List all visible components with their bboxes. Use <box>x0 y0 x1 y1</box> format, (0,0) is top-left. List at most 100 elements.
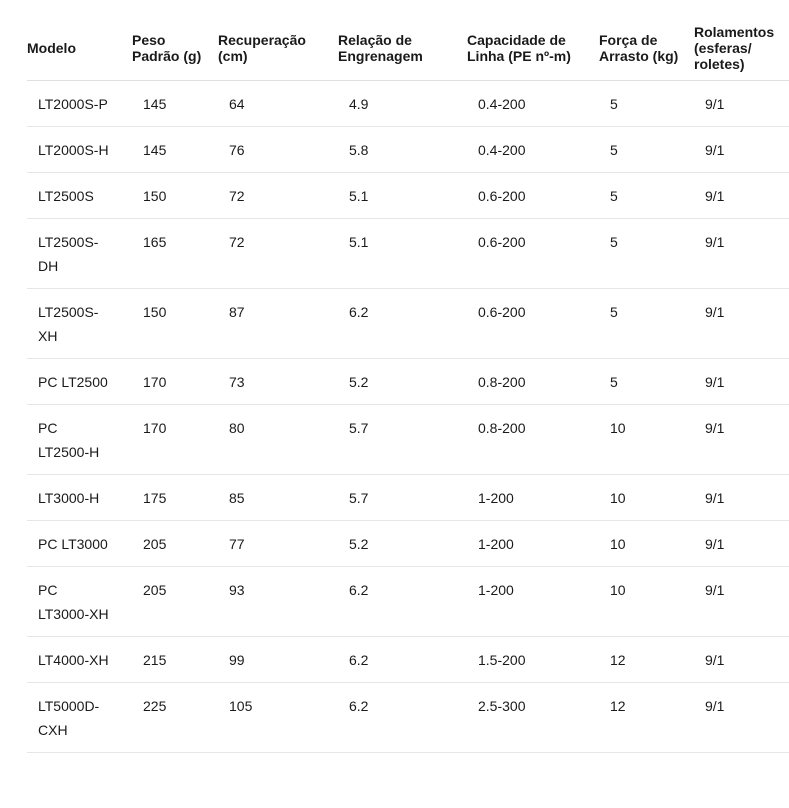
cell-retrieve: 72 <box>218 172 338 219</box>
cell-model: LT2000S-H <box>27 126 132 173</box>
cell-line-capacity: 0.8-200 <box>467 358 599 405</box>
cell-model: LT2500S-XH <box>27 288 132 359</box>
cell-drag: 5 <box>599 126 694 173</box>
cell-weight: 170 <box>132 404 218 475</box>
table-row: LT5000D-CXH 225 105 6.2 2.5-300 12 9/1 <box>27 682 789 753</box>
cell-drag: 12 <box>599 636 694 683</box>
cell-gear-ratio: 5.7 <box>338 474 467 521</box>
cell-line-capacity: 0.6-200 <box>467 288 599 359</box>
cell-line-capacity: 2.5-300 <box>467 682 599 753</box>
cell-bearings: 9/1 <box>694 172 789 219</box>
cell-retrieve: 99 <box>218 636 338 683</box>
cell-retrieve: 64 <box>218 80 338 127</box>
cell-drag: 5 <box>599 218 694 289</box>
cell-retrieve: 93 <box>218 566 338 637</box>
cell-model: LT2000S-P <box>27 80 132 127</box>
cell-gear-ratio: 5.2 <box>338 358 467 405</box>
cell-bearings: 9/1 <box>694 566 789 637</box>
table-row: LT2500S 150 72 5.1 0.6-200 5 9/1 <box>27 172 789 219</box>
cell-gear-ratio: 5.7 <box>338 404 467 475</box>
cell-drag: 10 <box>599 520 694 567</box>
cell-model: LT2500S <box>27 172 132 219</box>
reel-specs-table: Modelo Peso Padrão (g) Recuperação (cm) Rel… <box>27 22 789 753</box>
table-row: LT3000-H 175 85 5.7 1-200 10 9/1 <box>27 474 789 521</box>
cell-weight: 170 <box>132 358 218 405</box>
cell-line-capacity: 0.4-200 <box>467 126 599 173</box>
table-row: PC LT2500-H 170 80 5.7 0.8-200 10 9/1 <box>27 404 789 475</box>
table-row: LT4000-XH 215 99 6.2 1.5-200 12 9/1 <box>27 636 789 683</box>
cell-gear-ratio: 6.2 <box>338 288 467 359</box>
cell-model: PC LT2500-H <box>27 404 132 475</box>
column-header-retrieve: Recuperação (cm) <box>218 22 338 81</box>
cell-bearings: 9/1 <box>694 474 789 521</box>
cell-bearings: 9/1 <box>694 682 789 753</box>
cell-gear-ratio: 6.2 <box>338 682 467 753</box>
table-row: PC LT3000-XH 205 93 6.2 1-200 10 9/1 <box>27 566 789 637</box>
cell-weight: 215 <box>132 636 218 683</box>
cell-line-capacity: 1.5-200 <box>467 636 599 683</box>
cell-drag: 5 <box>599 80 694 127</box>
cell-line-capacity: 1-200 <box>467 474 599 521</box>
cell-bearings: 9/1 <box>694 218 789 289</box>
cell-drag: 12 <box>599 682 694 753</box>
cell-line-capacity: 0.4-200 <box>467 80 599 127</box>
cell-line-capacity: 0.6-200 <box>467 218 599 289</box>
cell-weight: 145 <box>132 126 218 173</box>
cell-gear-ratio: 4.9 <box>338 80 467 127</box>
cell-retrieve: 72 <box>218 218 338 289</box>
cell-weight: 205 <box>132 566 218 637</box>
cell-drag: 10 <box>599 474 694 521</box>
cell-weight: 145 <box>132 80 218 127</box>
cell-drag: 5 <box>599 358 694 405</box>
cell-model: LT2500S-DH <box>27 218 132 289</box>
cell-bearings: 9/1 <box>694 80 789 127</box>
cell-weight: 225 <box>132 682 218 753</box>
table-body: LT2000S-P 145 64 4.9 0.4-200 5 9/1 LT2000S-H 145… <box>27 80 789 753</box>
cell-bearings: 9/1 <box>694 288 789 359</box>
cell-gear-ratio: 6.2 <box>338 566 467 637</box>
cell-weight: 175 <box>132 474 218 521</box>
cell-bearings: 9/1 <box>694 636 789 683</box>
cell-retrieve: 85 <box>218 474 338 521</box>
cell-weight: 150 <box>132 172 218 219</box>
column-header-model: Modelo <box>27 22 132 81</box>
column-header-weight: Peso Padrão (g) <box>132 22 218 81</box>
cell-gear-ratio: 5.1 <box>338 172 467 219</box>
cell-model: LT4000-XH <box>27 636 132 683</box>
cell-line-capacity: 0.8-200 <box>467 404 599 475</box>
column-header-bearings: Rolamentos (esferas/ roletes) <box>694 22 789 81</box>
cell-weight: 205 <box>132 520 218 567</box>
cell-bearings: 9/1 <box>694 126 789 173</box>
cell-gear-ratio: 5.2 <box>338 520 467 567</box>
table-row: LT2500S-DH 165 72 5.1 0.6-200 5 9/1 <box>27 218 789 289</box>
cell-retrieve: 80 <box>218 404 338 475</box>
cell-model: PC LT3000-XH <box>27 566 132 637</box>
table-header: Modelo Peso Padrão (g) Recuperação (cm) Rel… <box>27 22 789 81</box>
cell-model: LT5000D-CXH <box>27 682 132 753</box>
cell-gear-ratio: 5.1 <box>338 218 467 289</box>
cell-line-capacity: 0.6-200 <box>467 172 599 219</box>
column-header-gear-ratio: Relação de Engrenagem <box>338 22 467 81</box>
cell-retrieve: 105 <box>218 682 338 753</box>
table-row: LT2500S-XH 150 87 6.2 0.6-200 5 9/1 <box>27 288 789 359</box>
table-row: LT2000S-H 145 76 5.8 0.4-200 5 9/1 <box>27 126 789 173</box>
cell-drag: 5 <box>599 172 694 219</box>
cell-drag: 10 <box>599 566 694 637</box>
cell-weight: 165 <box>132 218 218 289</box>
cell-drag: 10 <box>599 404 694 475</box>
cell-weight: 150 <box>132 288 218 359</box>
cell-model: PC LT2500 <box>27 358 132 405</box>
cell-retrieve: 87 <box>218 288 338 359</box>
table-row: LT2000S-P 145 64 4.9 0.4-200 5 9/1 <box>27 80 789 127</box>
cell-retrieve: 76 <box>218 126 338 173</box>
cell-drag: 5 <box>599 288 694 359</box>
cell-model: LT3000-H <box>27 474 132 521</box>
table-row: PC LT3000 205 77 5.2 1-200 10 9/1 <box>27 520 789 567</box>
column-header-drag: Força de Arrasto (kg) <box>599 22 694 81</box>
cell-bearings: 9/1 <box>694 520 789 567</box>
cell-line-capacity: 1-200 <box>467 566 599 637</box>
cell-bearings: 9/1 <box>694 404 789 475</box>
cell-gear-ratio: 6.2 <box>338 636 467 683</box>
cell-bearings: 9/1 <box>694 358 789 405</box>
cell-line-capacity: 1-200 <box>467 520 599 567</box>
